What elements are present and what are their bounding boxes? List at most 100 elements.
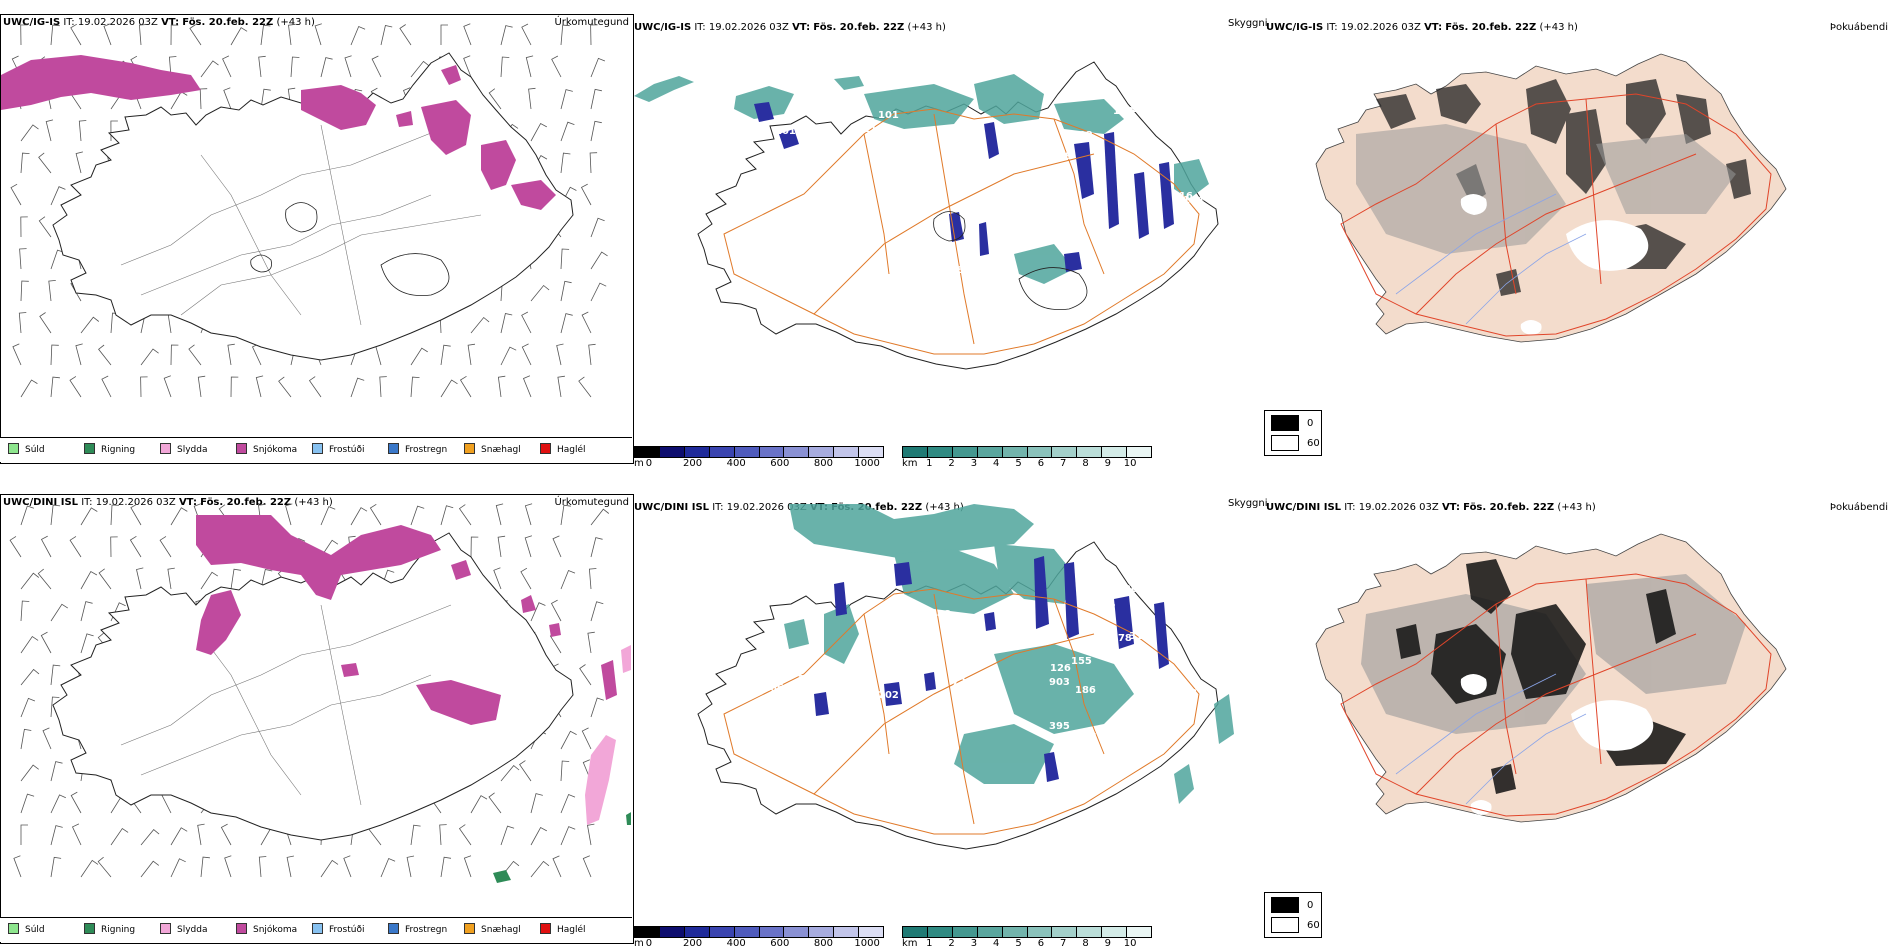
colorbar-bin (1052, 447, 1078, 457)
legend-label: Slydda (177, 925, 208, 935)
visibility-value-label: 144 (1183, 195, 1204, 206)
wind-barb (260, 24, 271, 46)
wind-barb (80, 507, 98, 526)
wind-barb (560, 24, 570, 46)
vis-colorbar-2 (902, 926, 1152, 938)
colorbar-bin (809, 447, 835, 457)
wind-barb (500, 825, 515, 846)
wind-barb (50, 696, 60, 718)
wind-barb (20, 379, 38, 398)
wind-barb (260, 569, 273, 590)
wind-barb (80, 633, 94, 654)
wind-barb (399, 24, 412, 46)
legend-label: Snæhagl (481, 445, 521, 455)
precip-legend-item: Rigning (84, 923, 135, 935)
colorbar-tick: 8 (1082, 938, 1089, 949)
wind-barb (110, 827, 129, 846)
legend-label: Rigning (101, 445, 136, 455)
wind-barb (197, 375, 206, 398)
row1-precip-header: UWC/IG-IS IT: 19.02.2026 03Z VT: Fös. 20… (3, 17, 315, 28)
precip-legend-2: Súld Rigning Slydda Snjókoma Frostúði Frostre… (0, 917, 632, 942)
legend-swatch (8, 923, 19, 934)
wind-barb (350, 25, 366, 46)
wind-barb (20, 124, 39, 142)
fog-title: Þokuábendi (1829, 502, 1888, 513)
wind-barb (343, 855, 352, 878)
wind-barb (497, 535, 506, 558)
wind-barb (129, 535, 142, 558)
wind-barb (20, 764, 39, 782)
legend-swatch (312, 923, 323, 934)
colorbar-tick: 10 (1123, 458, 1137, 469)
legend-swatch (312, 443, 323, 454)
wind-barb (290, 56, 300, 78)
precip-legend-item: Snjókoma (236, 443, 297, 455)
colorbar-bin (1077, 927, 1103, 937)
wind-barb (560, 248, 570, 270)
visibility-value-label: 139 (1051, 151, 1072, 162)
wind-barb (587, 823, 595, 846)
wind-barb (500, 765, 520, 782)
wind-barb (138, 24, 147, 46)
wind-barb (463, 55, 472, 78)
wind-barb (224, 855, 232, 878)
wind-barb (227, 343, 235, 366)
colorbar-tick: 800 (813, 938, 834, 949)
wind-barb (50, 24, 60, 46)
legend-label: Súld (25, 925, 45, 935)
wind-barb (560, 280, 572, 302)
precip-legend-item: Haglél (540, 443, 586, 455)
colorbar-tick: 2 (948, 938, 955, 949)
wind-barb (69, 376, 82, 398)
colorbar-bin (635, 447, 660, 457)
colorbar-tick: 7 (1060, 938, 1067, 949)
colorbar-tick: 8 (1082, 458, 1089, 469)
wind-barb (463, 23, 472, 46)
wind-barb (110, 536, 118, 558)
colorbar-bin (1102, 927, 1128, 937)
colorbar-bin (709, 927, 735, 937)
wind-barb (467, 343, 476, 366)
wind-barb (20, 24, 28, 46)
wind-barb (578, 376, 592, 398)
wind-barb (199, 88, 208, 110)
precip-legend-item: Rigning (84, 443, 135, 455)
precip-legend-item: Súld (8, 923, 45, 935)
colorbar-bin (784, 447, 810, 457)
wind-barb (551, 55, 562, 78)
wind-barb (500, 346, 517, 366)
legend-label: Frostúði (329, 445, 365, 455)
colorbar-tick: 6 (1037, 458, 1045, 469)
legend-swatch (236, 443, 247, 454)
wind-barb (18, 312, 27, 334)
wind-barb (530, 793, 543, 814)
wind-barb (98, 568, 112, 590)
wind-barb (521, 311, 532, 334)
wind-barb (170, 507, 188, 526)
colorbar-bin (952, 927, 978, 937)
wind-barb (38, 152, 52, 174)
wind-barb (580, 183, 592, 206)
wind-barb (588, 343, 596, 366)
wind-barb (13, 855, 22, 878)
wind-barb (170, 344, 179, 366)
wind-barb (410, 376, 420, 398)
wind-barb (230, 376, 239, 398)
precip-legend-item: Frostregn (388, 923, 447, 935)
fog-map-2 (1315, 533, 1787, 823)
wind-barb (470, 795, 488, 814)
colorbar-bin (659, 447, 685, 457)
wind-barb (159, 536, 172, 558)
wind-barb (590, 251, 608, 270)
colorbar-bin (1002, 447, 1028, 457)
colorbar-tick: 5 (1015, 938, 1022, 949)
wind-barb (500, 313, 513, 334)
wind-barb (50, 664, 61, 686)
visibility-value-label: 903 (1049, 677, 1070, 688)
legend-label: Haglél (557, 445, 586, 455)
colorbar-tick: 9 (1104, 458, 1112, 469)
wind-barb (278, 376, 292, 398)
legend-label: Rigning (101, 925, 136, 935)
colorbar-bin (977, 927, 1003, 937)
legend-label: Frostregn (405, 445, 448, 455)
